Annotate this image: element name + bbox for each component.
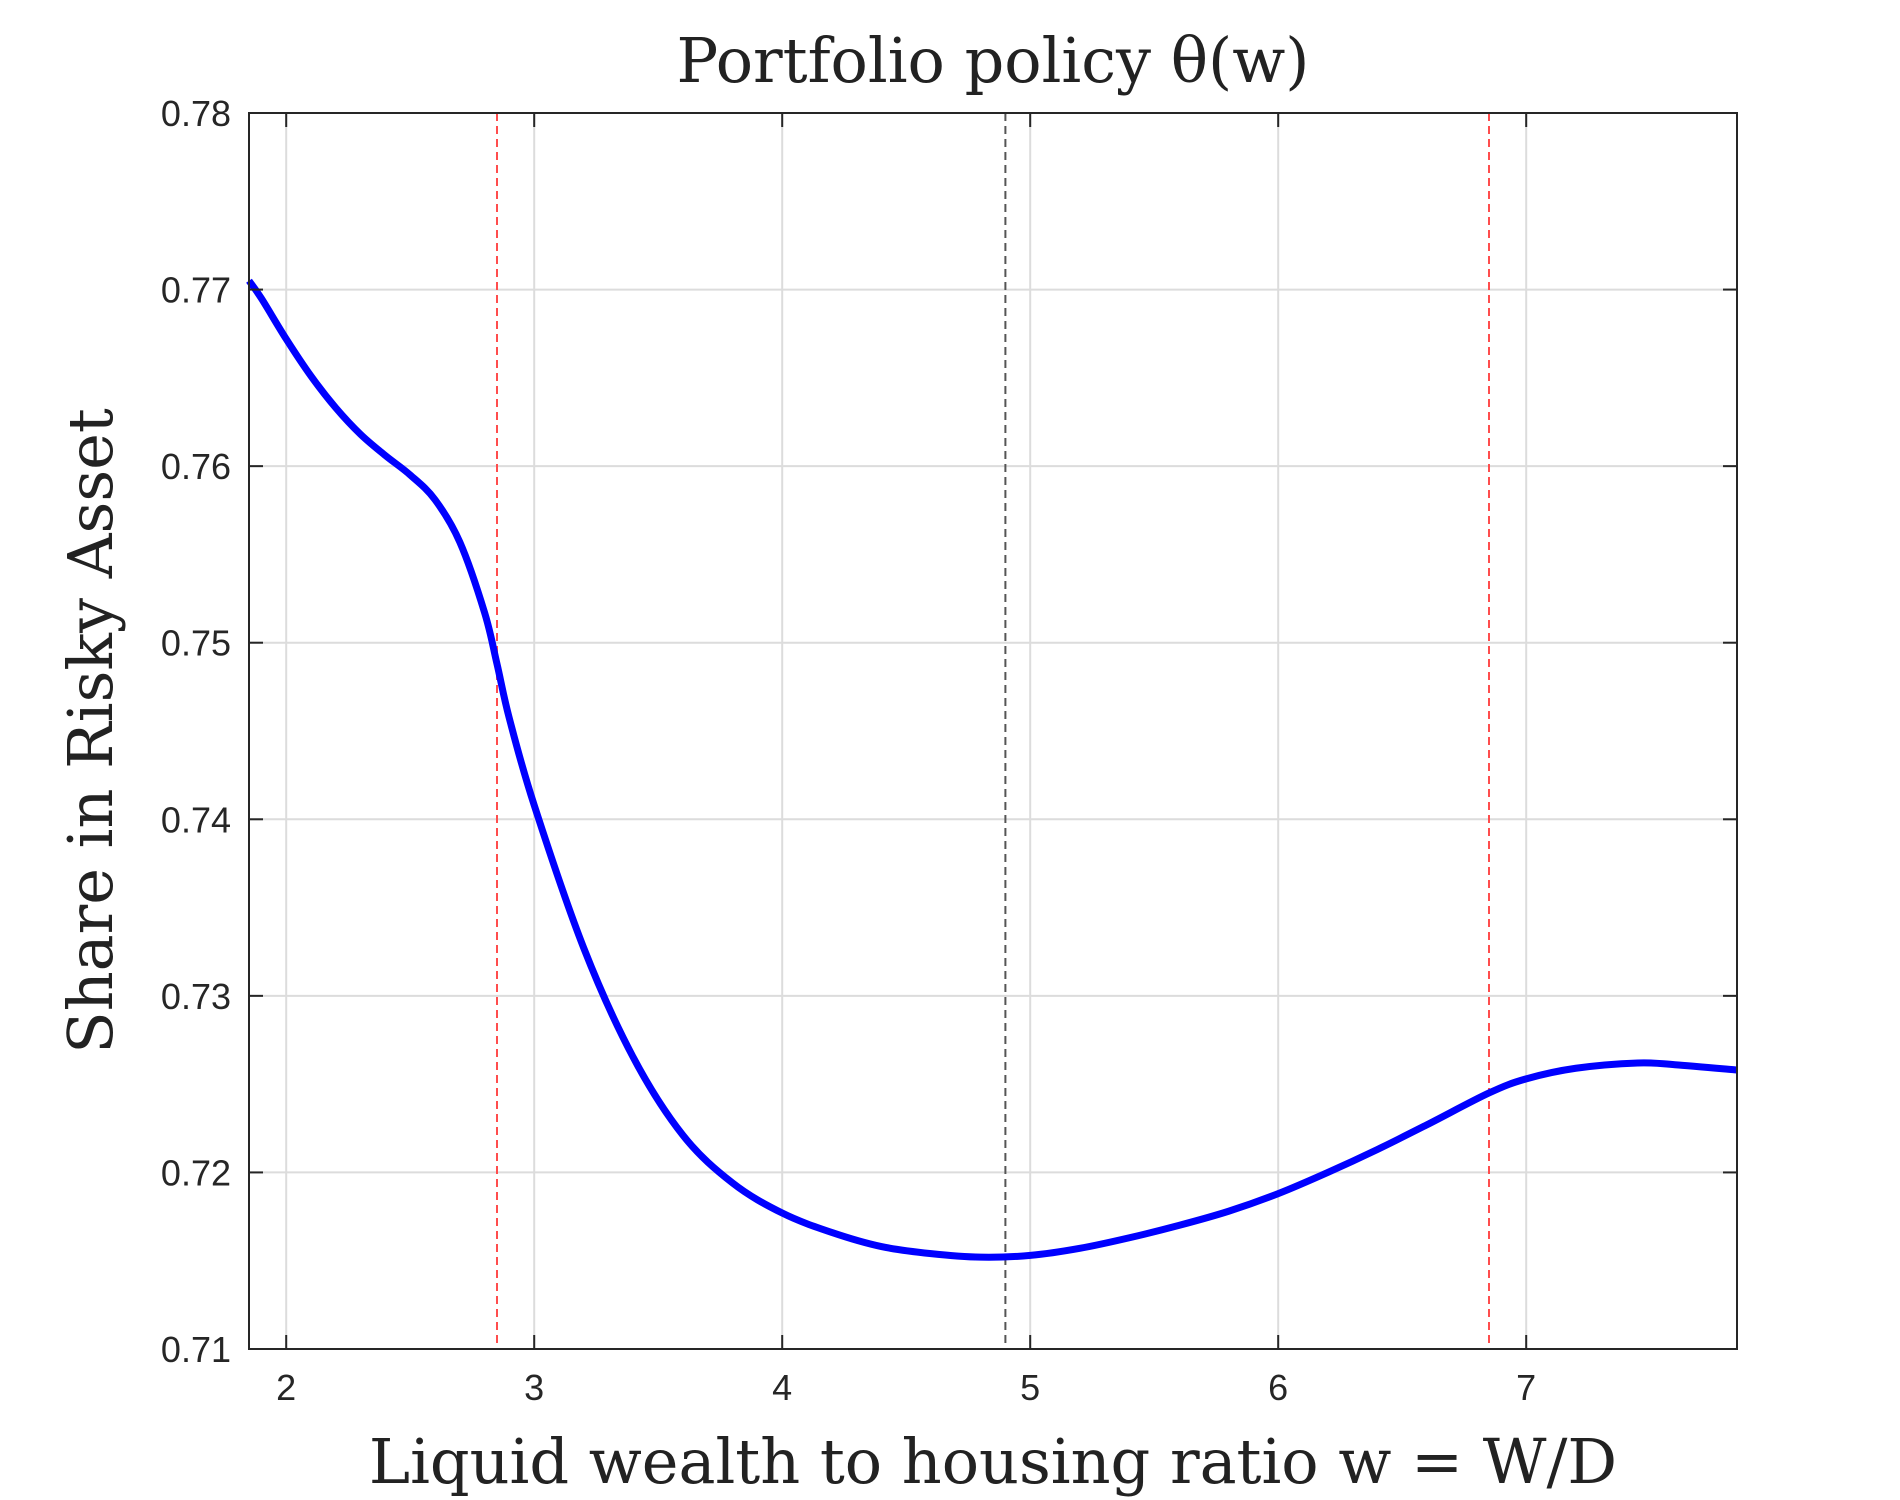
axes-box: [248, 112, 1738, 1350]
y-tick-label: 0.77: [161, 270, 231, 311]
x-tick-label: 7: [1516, 1367, 1536, 1408]
y-tick-label: 0.76: [161, 446, 231, 487]
y-axis-label: Share in Risky Asset: [54, 408, 127, 1054]
x-tick-label: 2: [276, 1367, 296, 1408]
x-tick-label: 6: [1268, 1367, 1288, 1408]
y-tick-label: 0.75: [161, 623, 231, 664]
series-layer: [246, 278, 1738, 1261]
y-tick-label: 0.74: [161, 799, 231, 840]
chart-title: Portfolio policy θ(w): [677, 24, 1310, 97]
x-axis-label: Liquid wealth to housing ratio w = W/D: [369, 1425, 1617, 1498]
y-tick-label: 0.73: [161, 976, 231, 1017]
series-line: [246, 278, 1738, 1261]
x-tick-label: 5: [1020, 1367, 1040, 1408]
y-tick-label: 0.78: [161, 93, 231, 134]
reference-lines: [496, 113, 1490, 1349]
tick-labels: 2 3 4 5 6 7 0.71 0.72 0.73 0.74 0.75 0.76 0.77 0.78: [161, 93, 1536, 1408]
plot-area: [249, 113, 1737, 1349]
x-tick-label: 3: [524, 1367, 544, 1408]
ticks: [249, 112, 1737, 1350]
y-tick-label: 0.72: [161, 1152, 231, 1193]
y-tick-label: 0.71: [161, 1329, 231, 1370]
x-tick-label: 4: [772, 1367, 792, 1408]
